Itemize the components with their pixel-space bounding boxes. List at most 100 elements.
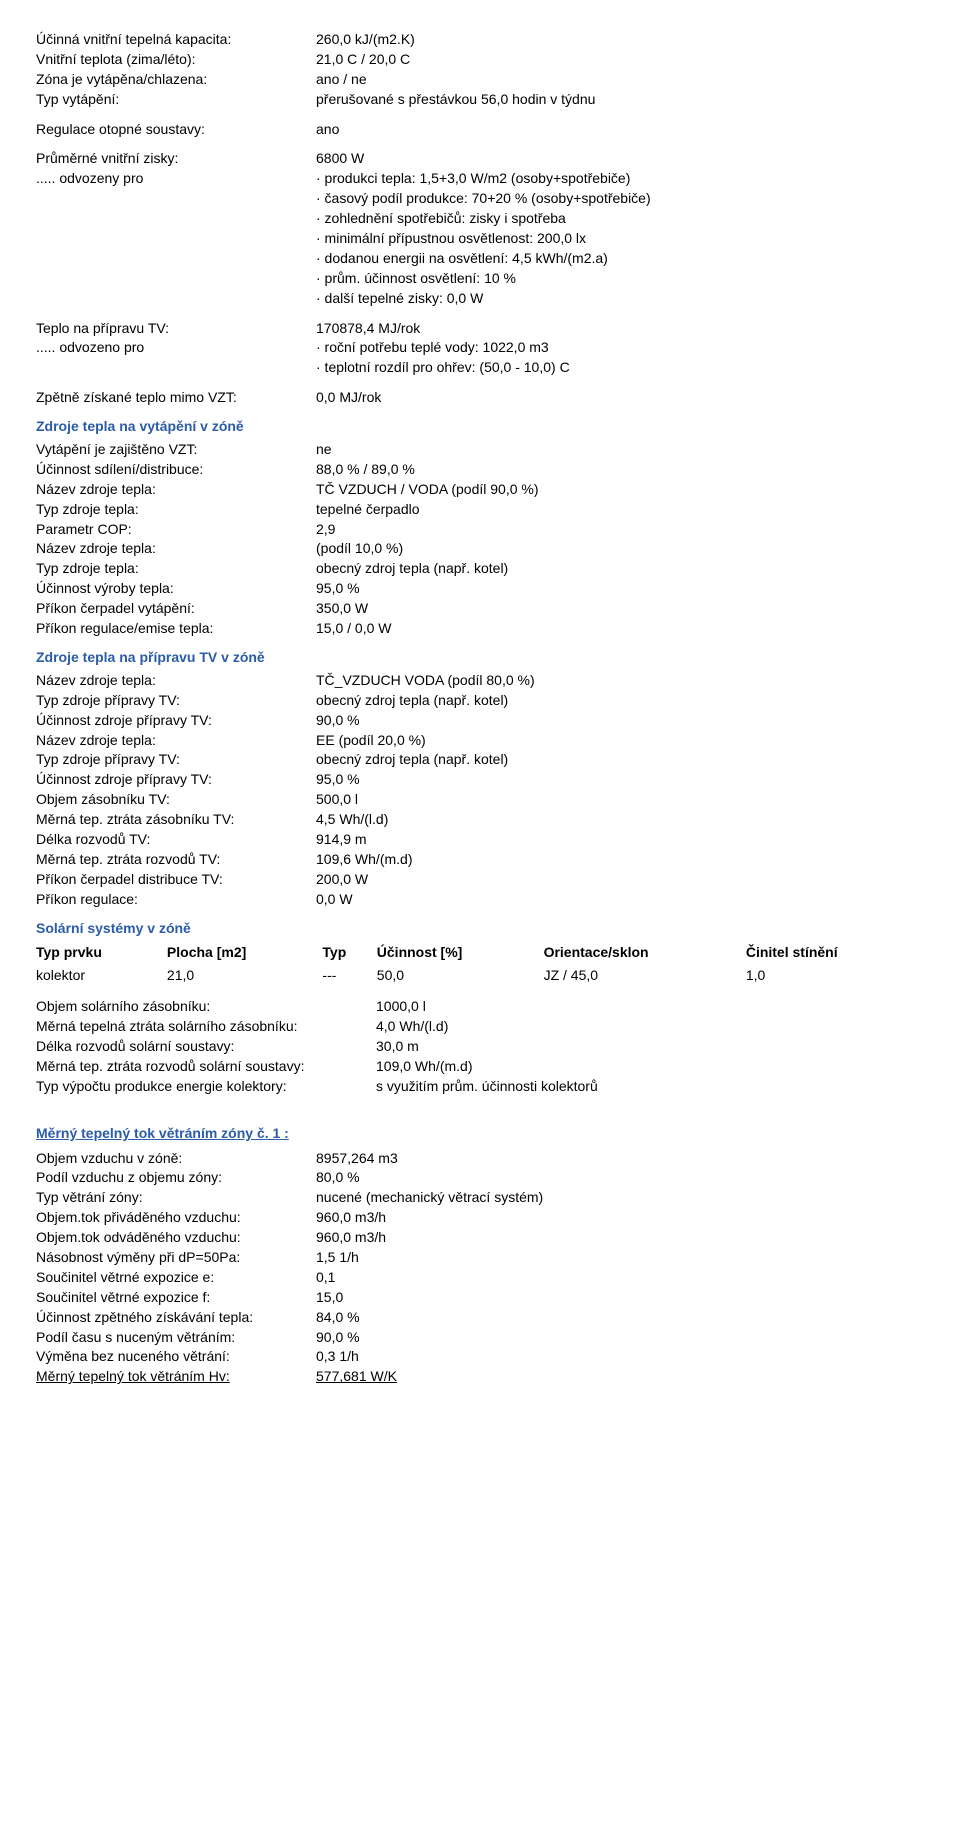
value: 109,6 Wh/(m.d)	[316, 850, 924, 869]
value: TČ VZDUCH / VODA (podíl 90,0 %)	[316, 480, 924, 499]
row-wind-e: Součinitel větrné expozice e: 0,1	[36, 1268, 924, 1287]
label: Příkon čerpadel vytápění:	[36, 599, 316, 618]
label: Typ výpočtu produkce energie kolektory:	[36, 1077, 376, 1096]
value: 95,0 %	[316, 579, 924, 598]
value: TČ_VZDUCH VODA (podíl 80,0 %)	[316, 671, 924, 690]
col-type: Typ prvku	[36, 941, 167, 964]
sub-item: · časový podíl produkce: 70+20 % (osoby+…	[316, 189, 924, 208]
value: obecný zdroj tepla (např. kotel)	[316, 691, 924, 710]
row-solar-calc-type: Typ výpočtu produkce energie kolektory: …	[36, 1077, 924, 1096]
label: Název zdroje tepla:	[36, 671, 316, 690]
value: 260,0 kJ/(m2.K)	[316, 30, 924, 49]
value: 200,0 W	[316, 870, 924, 889]
value: ano / ne	[316, 70, 924, 89]
sub-item: · minimální přípustnou osvětlenost: 200,…	[316, 229, 924, 248]
col-area: Plocha [m2]	[167, 941, 322, 964]
row-cop: Parametr COP: 2,9	[36, 520, 924, 539]
row-dist-eff: Účinnost sdílení/distribuce: 88,0 % / 89…	[36, 460, 924, 479]
row-reg-power-tv: Příkon regulace: 0,0 W	[36, 890, 924, 909]
label: Objem.tok přiváděného vzduchu:	[36, 1208, 316, 1227]
col-shade: Činitel stínění	[746, 941, 924, 964]
value: 0,3 1/h	[316, 1347, 924, 1366]
value: obecný zdroj tepla (např. kotel)	[316, 559, 924, 578]
value: 0,1	[316, 1268, 924, 1287]
row-supply-flow: Objem.tok přiváděného vzduchu: 960,0 m3/…	[36, 1208, 924, 1227]
label: Typ větrání zóny:	[36, 1188, 316, 1207]
row-indoor-temp: Vnitřní teplota (zima/léto): 21,0 C / 20…	[36, 50, 924, 69]
table-row: kolektor 21,0 --- 50,0 JZ / 45,0 1,0	[36, 964, 924, 987]
row-solar-tank-vol: Objem solárního zásobníku: 1000,0 l	[36, 997, 924, 1016]
value: 350,0 W	[316, 599, 924, 618]
row-pipe-length: Délka rozvodů TV: 914,9 m	[36, 830, 924, 849]
col-typ: Typ	[322, 941, 376, 964]
value: 960,0 m3/h	[316, 1228, 924, 1247]
row-derived-for-tv: ..... odvozeno pro · roční potřebu teplé…	[36, 338, 924, 357]
value: · produkci tepla: 1,5+3,0 W/m2 (osoby+sp…	[316, 169, 924, 188]
row-tv-src1-eff: Účinnost zdroje přípravy TV: 90,0 %	[36, 711, 924, 730]
value: 0,0 W	[316, 890, 924, 909]
row-source-name-1: Název zdroje tepla: TČ VZDUCH / VODA (po…	[36, 480, 924, 499]
value: EE (podíl 20,0 %)	[316, 731, 924, 750]
row-extract-flow: Objem.tok odváděného vzduchu: 960,0 m3/h	[36, 1228, 924, 1247]
row-internal-gains: Průměrné vnitřní zisky: 6800 W	[36, 149, 924, 168]
row-solar-pipe-loss: Měrná tep. ztráta rozvodů solární sousta…	[36, 1057, 924, 1076]
row-vzt: Vytápění je zajištěno VZT: ne	[36, 440, 924, 459]
row-heated-cooled: Zóna je vytápěna/chlazena: ano / ne	[36, 70, 924, 89]
label: Násobnost výměny při dP=50Pa:	[36, 1248, 316, 1267]
label: Zpětně získané teplo mimo VZT:	[36, 388, 316, 407]
value: 0,0 MJ/rok	[316, 388, 924, 407]
value: 170878,4 MJ/rok	[316, 319, 924, 338]
label: Délka rozvodů TV:	[36, 830, 316, 849]
label: Objem vzduchu v zóně:	[36, 1149, 316, 1168]
label: Název zdroje tepla:	[36, 731, 316, 750]
label: Typ zdroje tepla:	[36, 559, 316, 578]
label: Vnitřní teplota (zima/léto):	[36, 50, 316, 69]
value: 4,5 Wh/(l.d)	[316, 810, 924, 829]
label: Příkon regulace:	[36, 890, 316, 909]
sub-item: · teplotní rozdíl pro ohřev: (50,0 - 10,…	[316, 358, 924, 377]
row-heating-type: Typ vytápění: přerušované s přestávkou 5…	[36, 90, 924, 109]
label: Parametr COP:	[36, 520, 316, 539]
label: Název zdroje tepla:	[36, 480, 316, 499]
row-source-name-2: Název zdroje tepla: (podíl 10,0 %)	[36, 539, 924, 558]
value: 84,0 %	[316, 1308, 924, 1327]
table-header-row: Typ prvku Plocha [m2] Typ Účinnost [%] O…	[36, 941, 924, 964]
section-solar-title: Solární systémy v zóně	[36, 919, 924, 938]
label: Objem zásobníku TV:	[36, 790, 316, 809]
row-hv: Měrný tepelný tok větráním Hv: 577,681 W…	[36, 1367, 924, 1386]
row-solar-pipe-len: Délka rozvodů solární soustavy: 30,0 m	[36, 1037, 924, 1056]
value: 80,0 %	[316, 1168, 924, 1187]
value: · roční potřebu teplé vody: 1022,0 m3	[316, 338, 924, 357]
row-forced-fraction: Podíl času s nuceným větráním: 90,0 %	[36, 1328, 924, 1347]
row-source-type-2: Typ zdroje tepla: obecný zdroj tepla (na…	[36, 559, 924, 578]
value: 500,0 l	[316, 790, 924, 809]
row-heating-regulation: Regulace otopné soustavy: ano	[36, 120, 924, 139]
row-derived-for: ..... odvozeny pro · produkci tepla: 1,5…	[36, 169, 924, 188]
value: 914,9 m	[316, 830, 924, 849]
value: 577,681 W/K	[316, 1367, 924, 1386]
tv-sublist: · teplotní rozdíl pro ohřev: (50,0 - 10,…	[316, 358, 924, 377]
cell: 50,0	[377, 964, 544, 987]
value: 1,5 1/h	[316, 1248, 924, 1267]
label: Účinnost sdílení/distribuce:	[36, 460, 316, 479]
row-tv-src2-type: Typ zdroje přípravy TV: obecný zdroj tep…	[36, 750, 924, 769]
row-hr-eff: Účinnost zpětného získávání tepla: 84,0 …	[36, 1308, 924, 1327]
value: 21,0 C / 20,0 C	[316, 50, 924, 69]
col-eff: Účinnost [%]	[377, 941, 544, 964]
value: 2,9	[316, 520, 924, 539]
label: Délka rozvodů solární soustavy:	[36, 1037, 376, 1056]
cell: ---	[322, 964, 376, 987]
row-thermal-capacity: Účinná vnitřní tepelná kapacita: 260,0 k…	[36, 30, 924, 49]
row-wind-f: Součinitel větrné expozice f: 15,0	[36, 1288, 924, 1307]
label: Regulace otopné soustavy:	[36, 120, 316, 139]
label: Průměrné vnitřní zisky:	[36, 149, 316, 168]
section-vent-title: Měrný tepelný tok větráním zóny č. 1 :	[36, 1124, 924, 1143]
label: Teplo na přípravu TV:	[36, 319, 316, 338]
value: 1000,0 l	[376, 997, 924, 1016]
value: ne	[316, 440, 924, 459]
label: Účinnost výroby tepla:	[36, 579, 316, 598]
label: Podíl vzduchu z objemu zóny:	[36, 1168, 316, 1187]
row-tank-volume: Objem zásobníku TV: 500,0 l	[36, 790, 924, 809]
label: Výměna bez nuceného větrání:	[36, 1347, 316, 1366]
solar-table: Typ prvku Plocha [m2] Typ Účinnost [%] O…	[36, 941, 924, 987]
